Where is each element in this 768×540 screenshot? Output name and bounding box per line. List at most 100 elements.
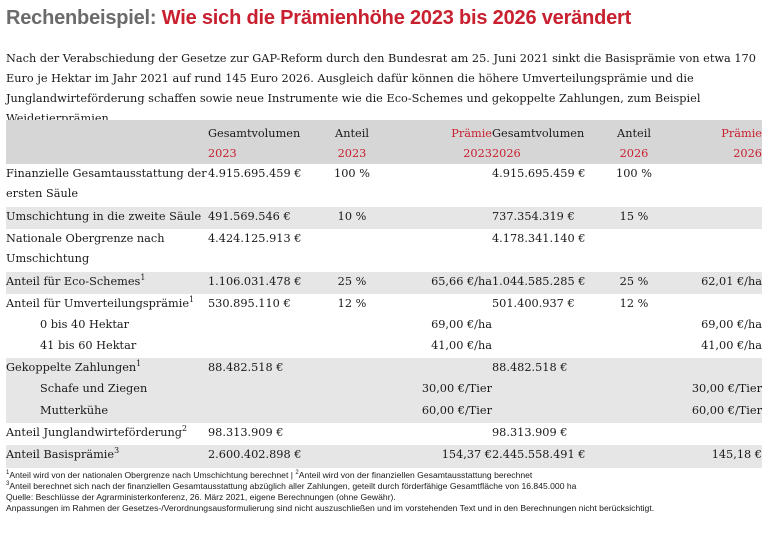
- footnotes: 1Anteil wird von der nationalen Obergren…: [6, 470, 762, 514]
- row-label: Schafe und Ziegen: [40, 382, 148, 395]
- row-label: Gekoppelte Zahlungen: [6, 361, 137, 374]
- cell-an2026: [604, 336, 664, 358]
- cell-pr2026: [664, 207, 762, 229]
- cell-pr2023: 69,00 €/ha: [431, 318, 492, 331]
- table-row: Anteil für Umverteilungsprämie1 530.895.…: [6, 294, 762, 315]
- cell-an2023: [322, 336, 382, 358]
- table-row: 41 bis 60 Hektar 41,00 €/ha 41,00 €/ha: [6, 336, 762, 358]
- cell-gv2026: 2.445.558.491 €: [492, 445, 604, 468]
- cell-an2026: [604, 358, 664, 379]
- cell-gv2026: [492, 336, 604, 358]
- row-label: Anteil Basisprämie: [6, 448, 115, 461]
- cell-pr2023: [382, 358, 492, 379]
- table-row: Gekoppelte Zahlungen1 88.482.518 € 88.48…: [6, 358, 762, 379]
- cell-pr2023: 154,37 €: [382, 445, 492, 468]
- cell-an2023: 100 %: [334, 167, 370, 180]
- cell-gv2023: 98.313.909 €: [208, 426, 284, 439]
- row-label: Mutterkühe: [40, 404, 109, 417]
- row-label: Anteil Junglandwirteförderung: [6, 426, 183, 439]
- cell-gv2023: 530.895.110 €: [208, 297, 291, 310]
- cell-an2026: 15 %: [604, 207, 664, 229]
- cell-pr2023: 60,00 €/Tier: [382, 401, 492, 423]
- cell-an2023: 25 %: [322, 272, 382, 294]
- cell-gv2023: [208, 336, 322, 358]
- row-label: Nationale Obergrenze nach Umschichtung: [6, 232, 165, 265]
- cell-an2026: [604, 315, 664, 336]
- cell-pr2026: [664, 294, 762, 315]
- footnote-ref: 3: [114, 446, 120, 456]
- cell-pr2026: [664, 423, 762, 445]
- cell-an2023: [322, 358, 382, 379]
- footnote-line-2: 3Anteil berechnet sich nach der finanzie…: [6, 481, 577, 491]
- header-praemie-2023: Prämie 2023: [382, 120, 492, 164]
- table-row: Mutterkühe 60,00 €/Tier 60,00 €/Tier: [6, 401, 762, 423]
- row-label: Anteil für Umverteilungsprämie: [6, 297, 190, 310]
- cell-pr2026: 30,00 €/Tier: [664, 379, 762, 401]
- cell-pr2023: [382, 229, 492, 272]
- cell-gv2023: [208, 401, 322, 423]
- footnote-source: Quelle: Beschlüsse der Agrarministerkonf…: [6, 492, 396, 502]
- row-label: Umschichtung in die zweite Säule: [6, 210, 202, 223]
- header-gesamtvolumen-2023: Gesamtvolumen 2023: [208, 120, 322, 164]
- cell-pr2023: [382, 423, 492, 445]
- cell-an2026: 12 %: [619, 297, 649, 310]
- footnote-3: Anteil berechnet sich nach der finanziel…: [9, 481, 577, 491]
- cell-pr2023: 41,00 €/ha: [431, 339, 492, 352]
- cell-pr2023: [382, 294, 492, 315]
- cell-an2026: 25 %: [604, 272, 664, 294]
- cell-gv2026: 4.178.341.140 €: [492, 232, 586, 245]
- table-row: Nationale Obergrenze nach Umschichtung 4…: [6, 229, 762, 272]
- table-row: Anteil Basisprämie3 2.600.402.898 € 154,…: [6, 445, 762, 468]
- title-main: Wie sich die Prämienhöhe 2023 bis 2026 v…: [161, 7, 632, 29]
- header-anteil-2026: Anteil 2026: [604, 120, 664, 164]
- table-header: Gesamtvolumen 2023 Anteil 2023 Prämie 2023 …: [6, 120, 762, 164]
- cell-an2023: [322, 423, 382, 445]
- header-praemie-2026: Prämie 2026: [664, 120, 762, 164]
- footnote-ref: 2: [182, 424, 188, 434]
- cell-an2023: [322, 315, 382, 336]
- cell-pr2026: 145,18 €: [664, 445, 762, 468]
- row-label: Anteil für Eco-Schemes: [6, 275, 141, 288]
- cell-gv2023: 1.106.031.478 €: [208, 272, 322, 294]
- table-row: Finanzielle Gesamtausstattung der ersten…: [6, 164, 762, 207]
- cell-pr2026: [664, 358, 762, 379]
- cell-an2023: 10 %: [322, 207, 382, 229]
- table-row: Anteil Junglandwirteförderung2 98.313.90…: [6, 423, 762, 445]
- cell-an2026: [604, 379, 664, 401]
- cell-gv2026: [492, 379, 604, 401]
- cell-an2023: [322, 379, 382, 401]
- intro-text: Nach der Verabschiedung der Gesetze zur …: [6, 52, 756, 125]
- cell-pr2023: 65,66 €/ha: [382, 272, 492, 294]
- cell-an2023: [322, 401, 382, 423]
- cell-gv2026: [492, 315, 604, 336]
- row-label: 0 bis 40 Hektar: [40, 318, 130, 331]
- cell-pr2023: 30,00 €/Tier: [382, 379, 492, 401]
- footnote-line-1: 1Anteil wird von der nationalen Obergren…: [6, 470, 533, 480]
- cell-pr2026: [664, 229, 762, 272]
- cell-gv2023: 2.600.402.898 €: [208, 445, 322, 468]
- cell-gv2026: 1.044.585.285 €: [492, 272, 604, 294]
- cell-gv2023: [208, 315, 322, 336]
- row-label: 41 bis 60 Hektar: [40, 339, 137, 352]
- cell-pr2026: 62,01 €/ha: [664, 272, 762, 294]
- cell-gv2026: 98.313.909 €: [492, 426, 568, 439]
- table-row: Anteil für Eco-Schemes1 1.106.031.478 € …: [6, 272, 762, 294]
- cell-gv2023: 491.569.546 €: [208, 207, 322, 229]
- header-anteil-2023: Anteil 2023: [322, 120, 382, 164]
- cell-an2026: [604, 445, 664, 468]
- cell-an2026: 100 %: [616, 167, 652, 180]
- header-gesamtvolumen-2026: Gesamtvolumen 2026: [492, 120, 604, 164]
- footnote-note: Anpassungen im Rahmen der Gesetzes-/Vero…: [6, 503, 655, 513]
- title-prefix: Rechenbeispiel:: [6, 7, 157, 29]
- cell-pr2023: [382, 207, 492, 229]
- cell-an2023: 12 %: [337, 297, 367, 310]
- cell-gv2023: 4.424.125.913 €: [208, 232, 302, 245]
- cell-an2023: [322, 229, 382, 272]
- cell-gv2026: 4.915.695.459 €: [492, 167, 586, 180]
- cell-gv2026: 88.482.518 €: [492, 358, 604, 379]
- cell-an2026: [604, 401, 664, 423]
- cell-gv2023: 4.915.695.459 €: [208, 167, 302, 180]
- page-title: Rechenbeispiel: Wie sich die Prämienhöhe…: [6, 7, 631, 30]
- cell-gv2026: 501.400.937 €: [492, 297, 575, 310]
- table-row: Schafe und Ziegen 30,00 €/Tier 30,00 €/T…: [6, 379, 762, 401]
